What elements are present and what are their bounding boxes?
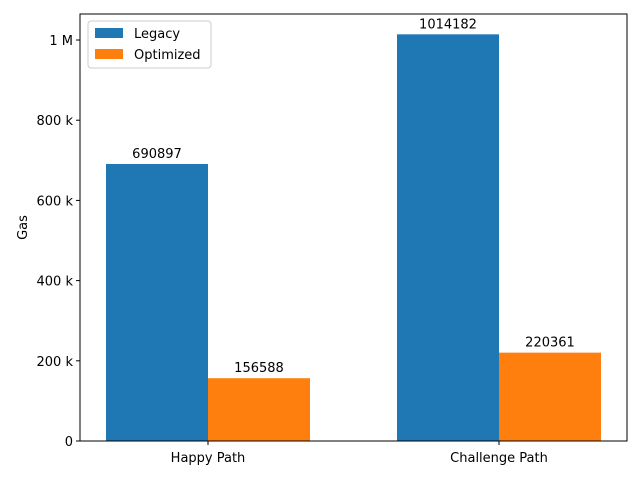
x-tick-label: Challenge Path: [450, 451, 548, 466]
data-label-optimized-happy-path: 156588: [234, 361, 284, 376]
data-labels-group: 690897 156588 1014182 220361: [132, 17, 575, 376]
data-label-legacy-happy-path: 690897: [132, 147, 182, 162]
bars-group: [106, 34, 601, 442]
y-tick-label: 400 k: [37, 275, 74, 290]
x-axis-ticks: Happy Path Challenge Path: [171, 441, 548, 466]
y-axis-ticks: 0 200 k 400 k 600 k 800 k 1 M: [37, 34, 80, 450]
y-tick-label: 800 k: [37, 114, 74, 129]
y-tick-label: 200 k: [37, 355, 74, 370]
legend-label-legacy: Legacy: [134, 27, 180, 42]
legend: Legacy Optimized: [87, 20, 212, 69]
y-tick-label: 600 k: [37, 194, 74, 209]
legend-swatch-legacy: [95, 28, 123, 38]
bar-legacy-challenge-path: [397, 34, 499, 442]
y-axis-label: Gas: [16, 215, 31, 240]
bar-optimized-challenge-path: [499, 352, 601, 441]
legend-swatch-optimized: [95, 49, 123, 59]
plot-area-frame: [79, 13, 628, 442]
data-label-legacy-challenge-path: 1014182: [419, 17, 477, 32]
bar-optimized-happy-path: [208, 378, 310, 441]
legend-label-optimized: Optimized: [134, 48, 201, 63]
y-tick-label: 0: [65, 435, 73, 450]
x-tick-label: Happy Path: [171, 451, 246, 466]
data-label-optimized-challenge-path: 220361: [525, 336, 575, 351]
y-tick-label: 1 M: [49, 34, 73, 49]
bar-legacy-happy-path: [106, 163, 208, 441]
